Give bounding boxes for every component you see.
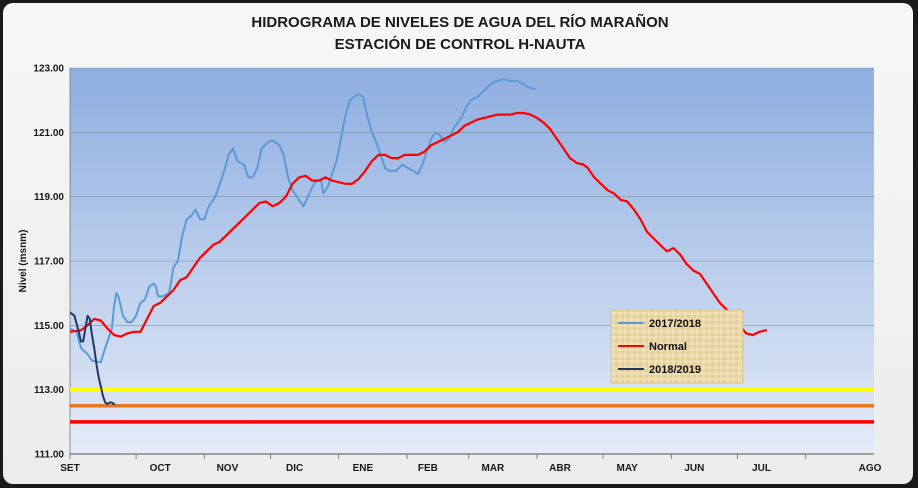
x-tick-label: OCT: [150, 463, 171, 474]
x-tick-label: JUL: [752, 463, 771, 474]
y-tick-labels: 111.00 113.00 115.00 117.00 119.00 121.00 123.…: [33, 64, 64, 461]
x-tick-label: MAY: [617, 463, 639, 474]
x-tick-label: SET: [60, 463, 79, 474]
x-tick-label: JUN: [684, 463, 704, 474]
chart-subtitle: ESTACIÓN DE CONTROL H-NAUTA: [335, 35, 586, 53]
y-tick-label: 117.00: [34, 257, 64, 268]
series-line-2018-2019: [70, 311, 116, 406]
y-axis-label: Nivel (msnm): [18, 230, 29, 293]
hydrograph-chart: HIDROGRAMA DE NIVELES DE AGUA DEL RÍO MA…: [18, 13, 882, 474]
series-line-2017-2018: [70, 78, 536, 364]
x-tick-labels: SET OCT NOV DIC ENE FEB MAR ABR MAY JUN JUL AGO: [60, 463, 881, 474]
x-tick-label: MAR: [481, 463, 505, 474]
x-tick-label: FEB: [418, 463, 438, 474]
series-line-Normal: [70, 111, 768, 338]
legend-label-2017-2018: 2017/2018: [649, 318, 701, 330]
series-lines: [70, 78, 768, 406]
y-tick-label: 113.00: [34, 385, 64, 396]
chart-title: HIDROGRAMA DE NIVELES DE AGUA DEL RÍO MA…: [251, 13, 668, 31]
legend-label-normal: Normal: [649, 341, 687, 353]
legend: 2017/2018 Normal 2018/2019: [610, 309, 744, 384]
x-tick-label: ABR: [549, 463, 571, 474]
x-tick-label: ENE: [353, 463, 374, 474]
chart-frame: HIDROGRAMA DE NIVELES DE AGUA DEL RÍO MA…: [3, 3, 913, 484]
x-tick-label: DIC: [286, 463, 303, 474]
threshold-lines: [70, 387, 874, 424]
y-tick-label: 123.00: [33, 64, 64, 75]
x-tick-label: AGO: [859, 463, 882, 474]
x-tick-label: NOV: [217, 463, 239, 474]
y-tick-label: 121.00: [33, 128, 64, 139]
y-tick-label: 115.00: [34, 321, 64, 332]
y-tick-label: 111.00: [35, 450, 65, 461]
y-tick-label: 119.00: [34, 192, 64, 203]
legend-label-2018-2019: 2018/2019: [649, 364, 701, 376]
